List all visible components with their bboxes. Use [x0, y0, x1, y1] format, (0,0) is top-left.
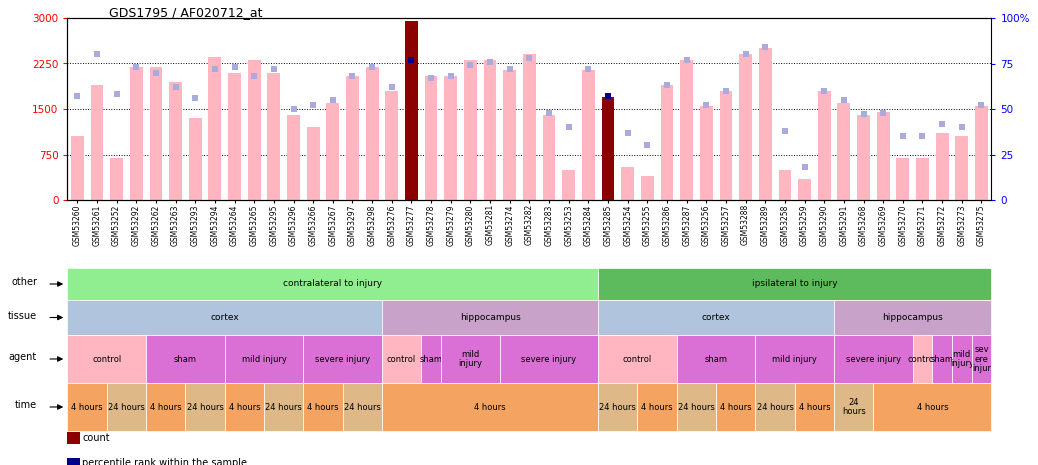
Text: GDS1795 / AF020712_at: GDS1795 / AF020712_at — [109, 6, 263, 19]
Bar — [917, 158, 929, 200]
Text: 24 hours: 24 hours — [757, 403, 793, 412]
Bar — [149, 66, 162, 200]
Bar — [90, 85, 104, 200]
Text: 4 hours: 4 hours — [474, 403, 506, 412]
Text: contralateral to injury: contralateral to injury — [283, 279, 382, 288]
Bar — [778, 170, 791, 200]
Text: hippocampus: hippocampus — [882, 313, 944, 322]
Bar — [346, 76, 359, 200]
Bar — [523, 54, 536, 200]
Text: control: control — [387, 354, 416, 364]
Bar — [582, 70, 595, 200]
Bar — [130, 66, 142, 200]
Bar — [228, 73, 241, 200]
Text: sham: sham — [931, 354, 954, 364]
Bar — [464, 60, 476, 200]
Bar — [897, 158, 909, 200]
Text: cortex: cortex — [702, 313, 731, 322]
Bar — [660, 85, 674, 200]
Text: tissue: tissue — [8, 311, 37, 321]
Text: ipsilateral to injury: ipsilateral to injury — [752, 279, 838, 288]
Bar — [365, 66, 379, 200]
Bar — [877, 112, 890, 200]
Text: 24 hours: 24 hours — [108, 403, 145, 412]
Bar — [405, 21, 418, 200]
Text: 4 hours: 4 hours — [72, 403, 103, 412]
Text: 24
hours: 24 hours — [842, 398, 866, 416]
Text: sham: sham — [174, 354, 197, 364]
Bar — [759, 48, 771, 200]
Text: 24 hours: 24 hours — [344, 403, 381, 412]
Text: hippocampus: hippocampus — [460, 313, 520, 322]
Text: mild
injury: mild injury — [459, 350, 483, 368]
Bar — [975, 106, 988, 200]
Bar — [936, 133, 949, 200]
Text: 4 hours: 4 hours — [641, 403, 673, 412]
Text: mild injury: mild injury — [772, 354, 817, 364]
Text: 4 hours: 4 hours — [917, 403, 948, 412]
Text: mild
injury: mild injury — [950, 350, 974, 368]
Text: 24 hours: 24 hours — [678, 403, 715, 412]
Text: severe injury: severe injury — [316, 354, 371, 364]
Text: percentile rank within the sample: percentile rank within the sample — [82, 458, 247, 465]
Text: 24 hours: 24 hours — [599, 403, 636, 412]
Bar — [543, 115, 555, 200]
Text: other: other — [11, 278, 37, 287]
Text: control: control — [92, 354, 121, 364]
Text: cortex: cortex — [211, 313, 239, 322]
Text: control: control — [623, 354, 652, 364]
Text: 24 hours: 24 hours — [266, 403, 302, 412]
Bar — [739, 54, 752, 200]
Text: mild injury: mild injury — [242, 354, 286, 364]
Bar — [385, 91, 399, 200]
Text: control: control — [908, 354, 937, 364]
Text: 24 hours: 24 hours — [187, 403, 223, 412]
Bar — [955, 136, 968, 200]
Text: 4 hours: 4 hours — [720, 403, 752, 412]
Bar — [484, 60, 496, 200]
Bar — [818, 91, 830, 200]
Bar — [563, 170, 575, 200]
Bar — [798, 179, 811, 200]
Text: severe injury: severe injury — [521, 354, 576, 364]
Text: 4 hours: 4 hours — [149, 403, 182, 412]
Bar — [503, 70, 516, 200]
Bar — [189, 118, 201, 200]
Bar — [640, 176, 654, 200]
Text: 4 hours: 4 hours — [798, 403, 830, 412]
Bar — [326, 103, 339, 200]
Text: agent: agent — [9, 352, 37, 362]
Text: sev
ere
injur: sev ere injur — [972, 345, 991, 373]
Bar — [288, 115, 300, 200]
Bar — [110, 158, 122, 200]
Text: sham: sham — [419, 354, 442, 364]
Text: 4 hours: 4 hours — [307, 403, 338, 412]
Bar — [622, 166, 634, 200]
Bar — [857, 115, 870, 200]
Text: time: time — [15, 399, 37, 410]
Bar — [425, 76, 437, 200]
Bar — [307, 127, 320, 200]
Text: sham: sham — [705, 354, 728, 364]
Bar — [838, 103, 850, 200]
Bar — [209, 58, 221, 200]
Bar — [248, 60, 261, 200]
Bar — [169, 82, 182, 200]
Bar — [680, 60, 693, 200]
Text: severe injury: severe injury — [846, 354, 901, 364]
Bar — [268, 73, 280, 200]
Bar — [719, 91, 733, 200]
Bar — [71, 136, 84, 200]
Text: 4 hours: 4 hours — [228, 403, 261, 412]
Bar — [444, 76, 457, 200]
Text: count: count — [82, 432, 110, 443]
Bar — [700, 106, 713, 200]
Bar — [602, 97, 614, 200]
